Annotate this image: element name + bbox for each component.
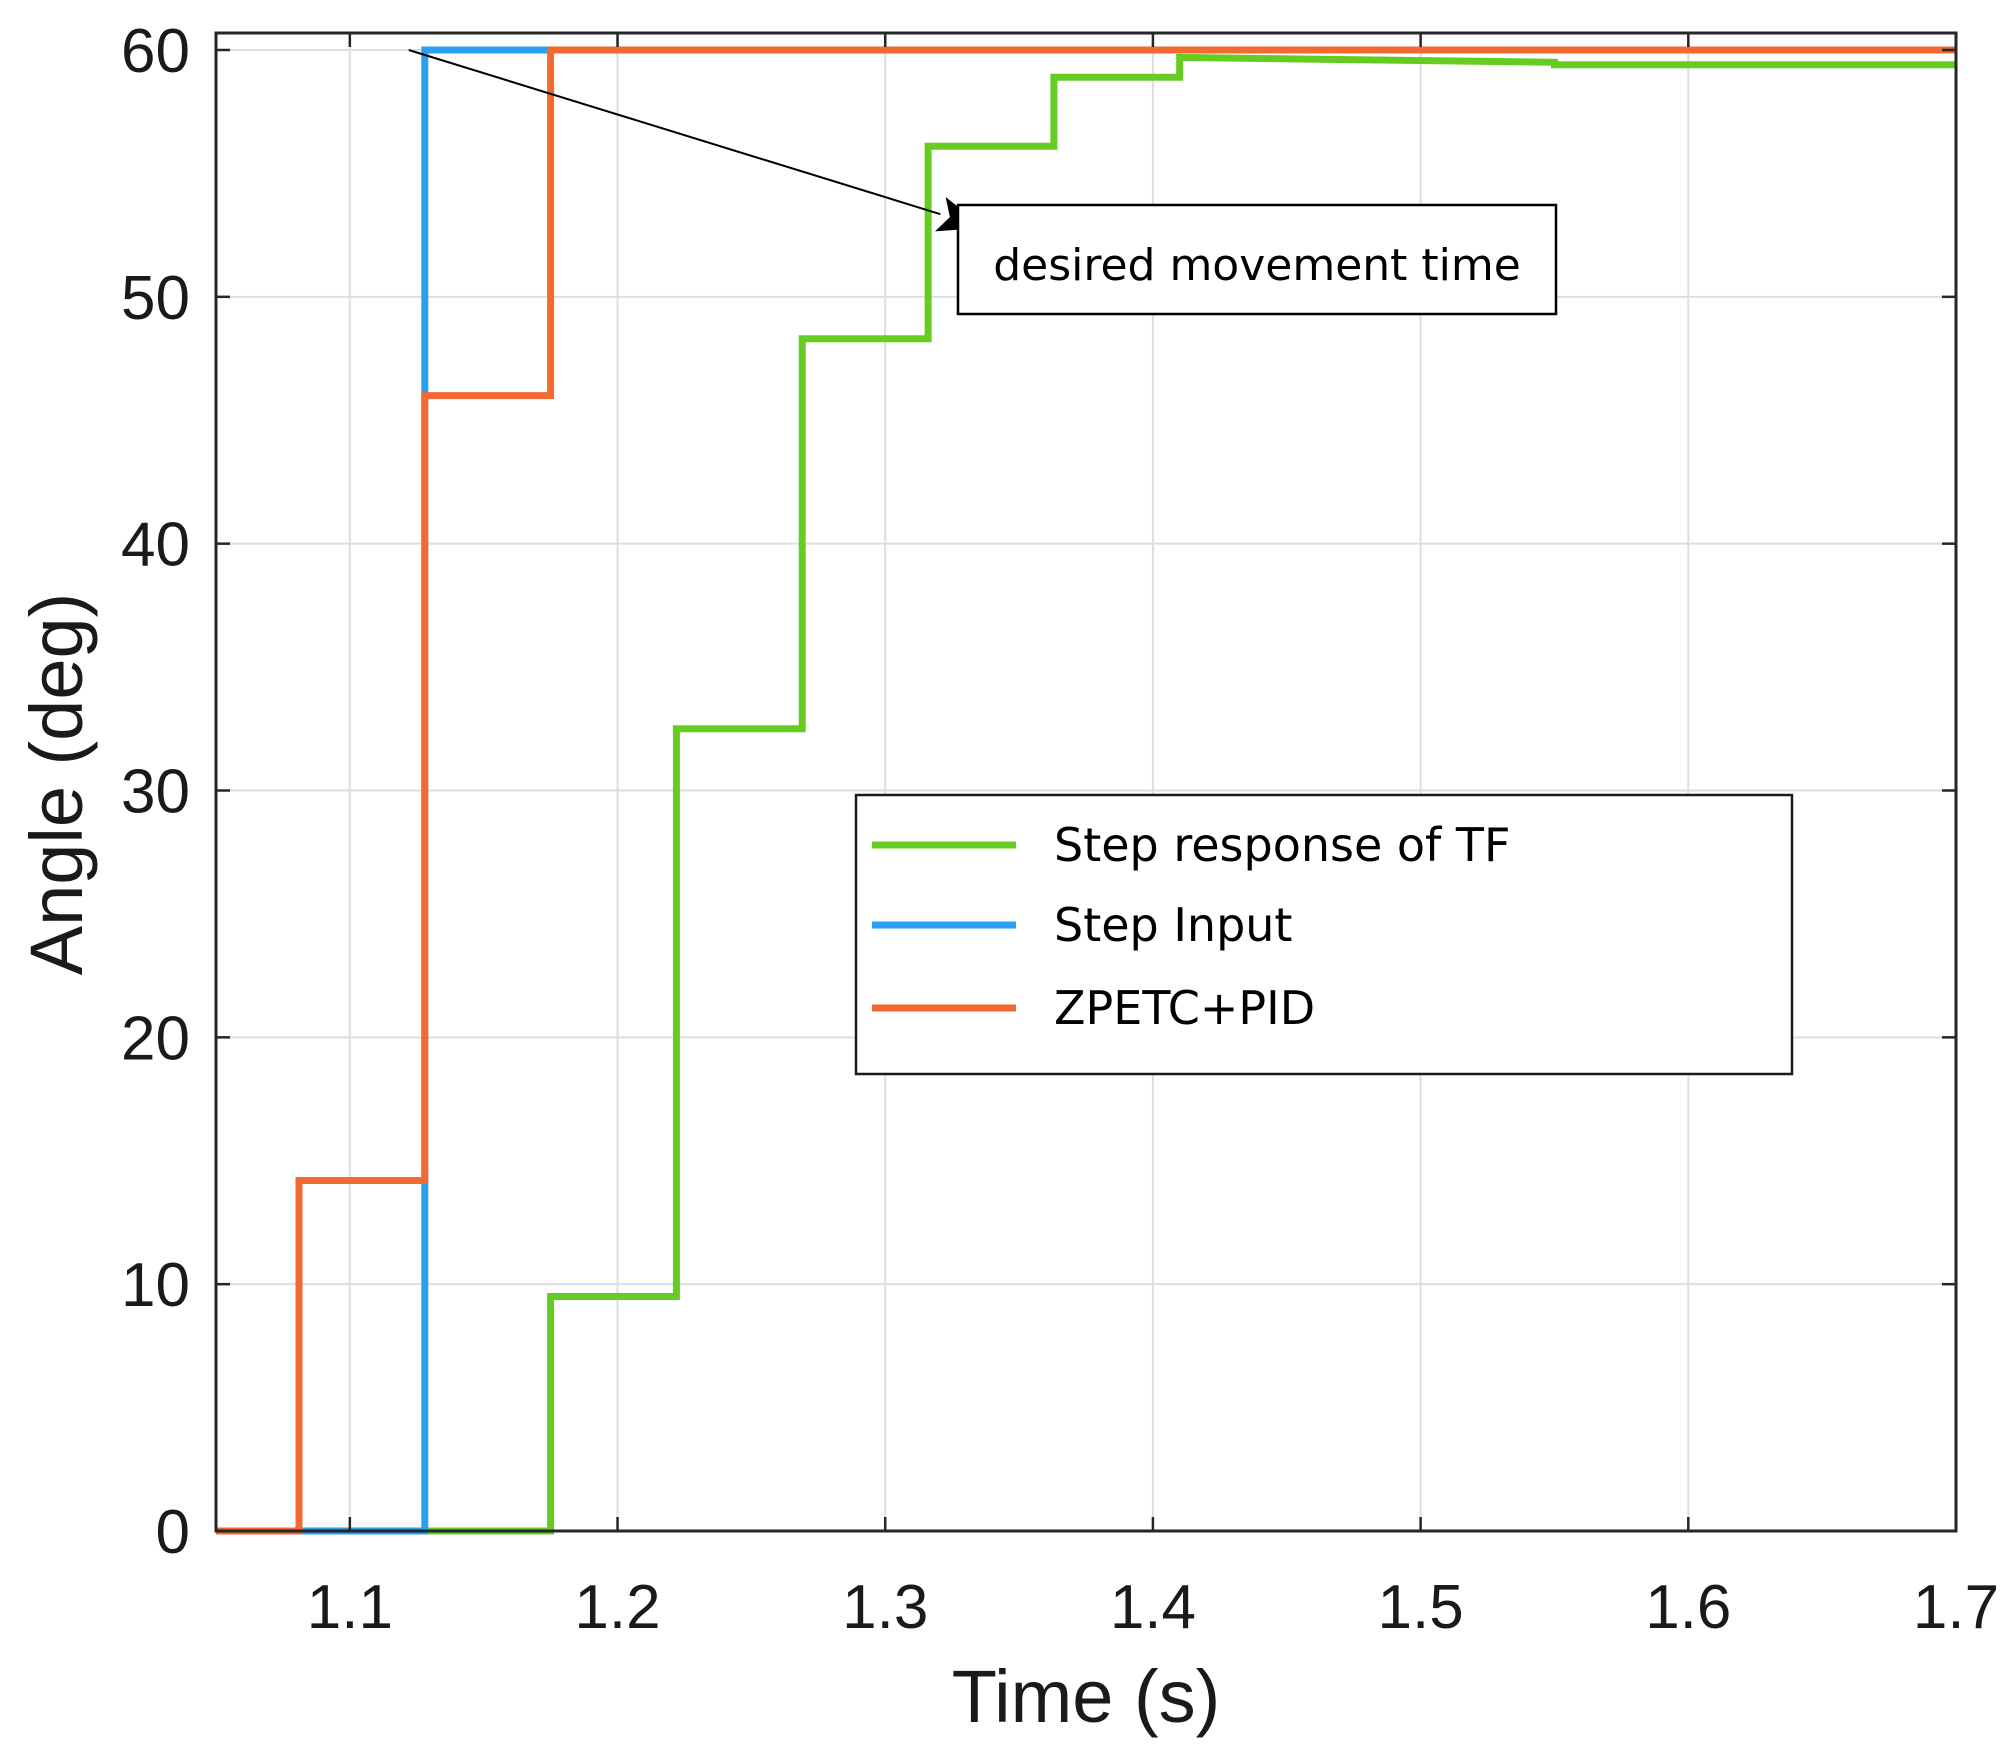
plot-frame xyxy=(214,31,1958,1533)
x-tick-label: 1.6 xyxy=(1645,1573,1731,1642)
y-tick-label: 0 xyxy=(156,1498,190,1567)
legend: Step response of TF Step Input ZPETC+PID xyxy=(854,793,1794,1076)
y-tick-label: 40 xyxy=(121,511,190,580)
y-axis-title: Angle (deg) xyxy=(15,593,98,976)
legend-label: Step response of TF xyxy=(1054,818,1510,872)
series-line-step-response-of-tf xyxy=(216,53,1956,1535)
legend-label: Step Input xyxy=(1054,898,1292,952)
x-tick-label: 1.2 xyxy=(574,1573,660,1642)
annotation-box xyxy=(956,203,1558,316)
annotation-text: desired movement time xyxy=(993,240,1521,291)
x-tick-label: 1.4 xyxy=(1110,1573,1196,1642)
tick-labels: 1.1 1.2 1.3 1.4 1.5 1.6 1.7 0 10 20 30 40 50 60 xyxy=(121,17,1999,1642)
y-tick-label: 30 xyxy=(121,758,190,827)
annotation-arrow-line xyxy=(408,49,941,216)
x-tick-label: 1.3 xyxy=(842,1573,928,1642)
y-tick-label: 10 xyxy=(121,1251,190,1320)
series-line-zpetc-pid xyxy=(216,46,1956,1535)
y-tick-label: 20 xyxy=(121,1004,190,1073)
ticks xyxy=(216,33,1958,1533)
x-axis-title: Time (s) xyxy=(952,1655,1221,1738)
legend-label: ZPETC+PID xyxy=(1054,981,1315,1035)
legend-items: Step response of TF Step Input ZPETC+PID xyxy=(872,818,1510,1035)
y-tick-label: 50 xyxy=(121,264,190,333)
x-tick-label: 1.7 xyxy=(1913,1573,1999,1642)
y-tick-label: 60 xyxy=(121,17,190,86)
annotation: desired movement time xyxy=(408,49,1558,316)
x-tick-label: 1.1 xyxy=(307,1573,393,1642)
x-tick-label: 1.5 xyxy=(1378,1573,1464,1642)
